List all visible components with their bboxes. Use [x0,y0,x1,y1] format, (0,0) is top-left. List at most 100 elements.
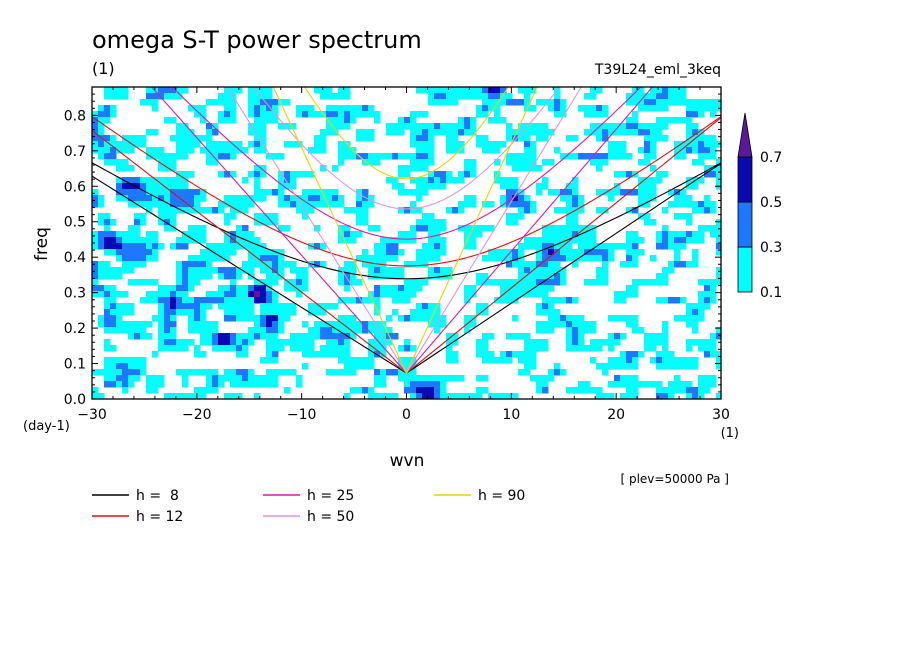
power-cell [356,327,363,334]
power-cell [116,357,123,364]
power-cell [458,141,465,148]
power-cell [596,207,603,214]
power-cell [368,327,375,334]
power-cell [242,333,249,340]
power-cell [212,207,219,214]
power-cell [662,87,669,94]
power-cell [206,255,213,262]
power-cell [98,147,105,154]
power-cell [254,87,261,94]
power-cell [110,105,117,112]
power-cell [224,297,231,304]
power-cell [686,129,693,136]
power-cell [422,393,429,399]
power-cell [140,357,147,364]
power-cell [212,339,219,346]
power-cell [422,159,429,166]
power-cell [620,243,627,250]
power-cell [434,237,441,244]
power-cell [608,153,615,160]
power-cell [446,207,453,214]
power-cell [266,351,273,358]
power-cell [446,147,453,154]
power-cell [710,345,717,352]
power-cell [716,219,721,226]
power-cell [98,243,105,250]
power-cell [470,285,477,292]
power-cell [200,189,207,196]
power-cell [488,357,495,364]
power-cell [260,93,267,100]
power-cell [710,279,717,286]
power-cell [272,279,279,286]
power-cell [338,93,345,100]
power-cell [494,117,501,124]
power-cell [704,351,711,358]
power-cell [236,309,243,316]
power-cell [494,141,501,148]
power-cell [542,243,549,250]
power-cell [158,201,165,208]
power-cell [218,381,225,388]
power-cell [572,327,579,334]
power-cell [422,129,429,136]
power-cell [308,309,315,316]
power-cell [632,87,639,94]
power-cell [98,237,105,244]
power-cell [416,147,423,154]
power-cell [320,93,327,100]
power-cell [308,147,315,154]
power-cell [638,123,645,130]
power-cell [596,387,603,394]
colorbar-label: 0.3 [760,240,782,256]
power-cell [200,135,207,142]
power-cell [254,375,261,382]
power-cell [176,141,183,148]
x-tick-label: 20 [607,407,625,423]
power-cell [698,207,705,214]
power-cell [104,153,111,160]
power-cell [566,201,573,208]
power-cell [392,177,399,184]
power-cell [140,237,147,244]
legend-label: h = 50 [307,509,354,525]
power-cell [176,189,183,196]
power-cell [314,135,321,142]
power-cell [200,321,207,328]
power-cell [338,279,345,286]
power-cell [266,321,273,328]
power-cell [434,381,441,388]
power-cell [626,93,633,100]
y-tick-label: 0.3 [64,286,86,302]
power-cell [236,381,243,388]
power-cell [590,321,597,328]
power-cell [116,381,123,388]
power-cell [110,375,117,382]
power-cell [278,195,285,202]
power-cell [530,165,537,172]
power-cell [302,345,309,352]
power-cell [182,87,189,94]
power-cell [554,249,561,256]
power-cell [632,207,639,214]
power-cell [374,303,381,310]
power-cell [404,123,411,130]
power-cell [200,267,207,274]
power-cell [404,189,411,196]
power-cell [122,363,129,370]
power-cell [470,171,477,178]
power-cell [674,141,681,148]
power-cell [524,93,531,100]
power-cell [296,381,303,388]
power-cell [134,357,141,364]
power-cell [602,105,609,112]
level-annotation: [ plev=50000 Pa ] [620,472,729,486]
power-cell [518,129,525,136]
power-cell [710,375,717,382]
power-cell [104,327,111,334]
power-cell [506,285,513,292]
power-cell [194,225,201,232]
power-cell [236,303,243,310]
power-cell [230,207,237,214]
power-cell [254,165,261,172]
